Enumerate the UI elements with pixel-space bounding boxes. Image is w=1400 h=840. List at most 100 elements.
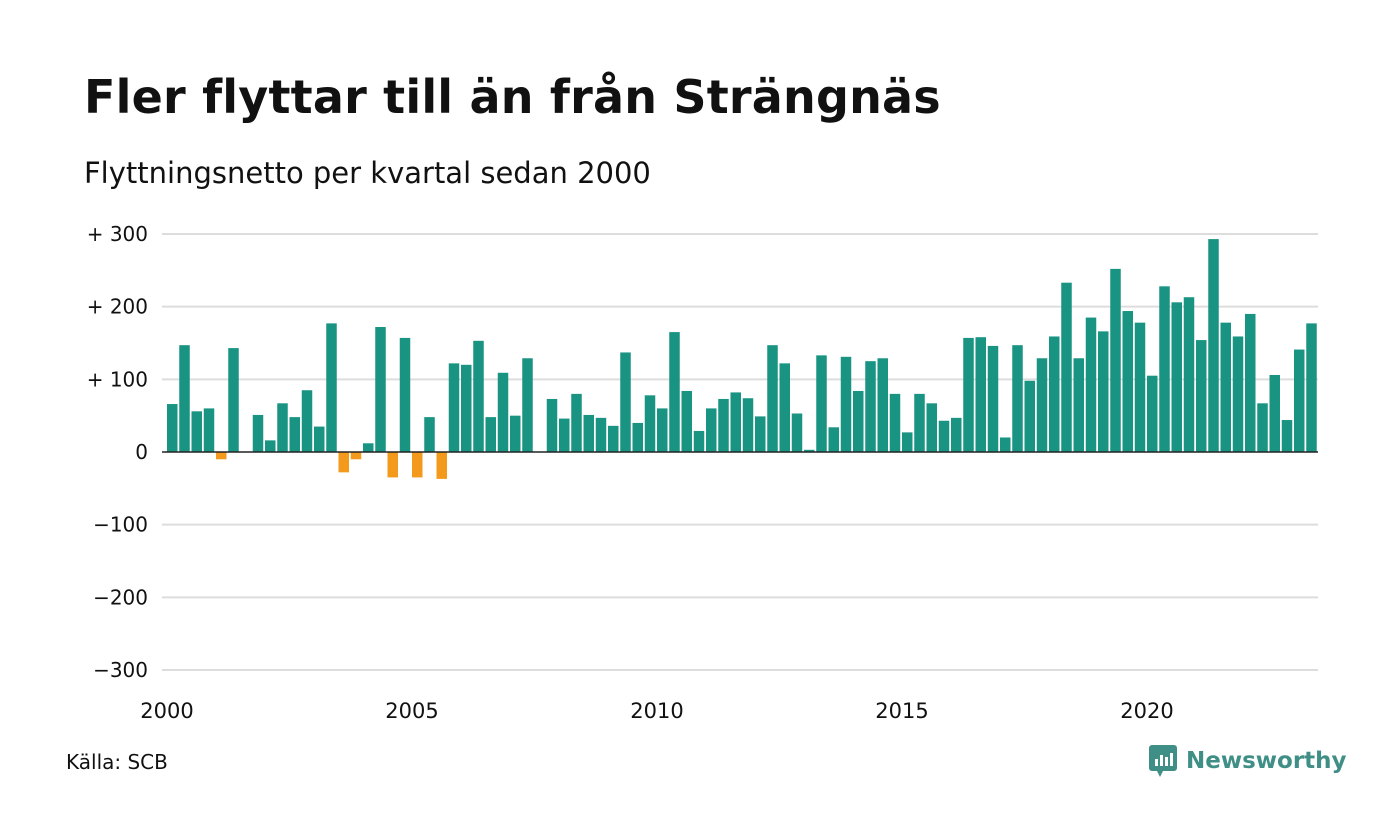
- bar: [865, 361, 876, 452]
- bar: [791, 413, 803, 452]
- bar: [951, 417, 962, 452]
- bar: [767, 345, 778, 452]
- y-tick-label: −200: [93, 585, 148, 609]
- bar: [448, 363, 460, 452]
- bar: [216, 452, 227, 460]
- brand-name: Newsworthy: [1186, 748, 1347, 774]
- bar: [938, 420, 950, 452]
- bar: [571, 393, 582, 452]
- bar: [828, 427, 839, 452]
- bar: [816, 355, 827, 452]
- bar: [436, 452, 447, 479]
- bar: [730, 392, 741, 452]
- bar: [412, 452, 423, 478]
- bar: [289, 417, 300, 452]
- bar: [755, 416, 766, 452]
- bar: [1049, 336, 1060, 452]
- bar: [1257, 403, 1268, 452]
- bar: [583, 414, 594, 452]
- bar: [1012, 345, 1023, 452]
- bar: [987, 345, 999, 452]
- x-tick-label: 2005: [385, 699, 438, 723]
- bar: [559, 418, 570, 452]
- bar: [889, 393, 901, 452]
- bar: [1159, 286, 1170, 452]
- bar: [1245, 313, 1256, 452]
- page-subtitle: Flyttningsnetto per kvartal sedan 2000: [84, 156, 651, 190]
- bar: [1000, 437, 1011, 452]
- page-title: Fler flyttar till än från Strängnäs: [84, 70, 941, 124]
- y-tick-label: −100: [93, 513, 148, 537]
- y-tick-label: + 200: [87, 295, 148, 319]
- bar: [853, 390, 864, 452]
- bar: [804, 449, 815, 452]
- bar: [681, 390, 692, 452]
- bar: [387, 452, 398, 478]
- brand-logo: Newsworthy: [1148, 744, 1347, 778]
- bar: [350, 452, 362, 460]
- bar: [399, 337, 411, 452]
- bars: [167, 239, 1317, 479]
- bar: [669, 332, 680, 452]
- bar: [877, 358, 888, 452]
- x-axis-labels: 2000 2005 2010 2015 2020: [140, 699, 1173, 723]
- bar: [326, 323, 337, 452]
- bar: [718, 398, 729, 452]
- bar: [706, 408, 717, 452]
- bar: [1269, 374, 1280, 452]
- bar: [1085, 317, 1097, 452]
- bar: [608, 425, 619, 452]
- bar: [228, 348, 239, 452]
- bar: [167, 404, 178, 452]
- bar: [338, 452, 349, 473]
- bar: [314, 426, 325, 452]
- bar: [1306, 323, 1317, 452]
- x-tick-label: 2015: [875, 699, 928, 723]
- bar: [1122, 311, 1133, 452]
- bar: [1024, 380, 1035, 452]
- bar: [742, 398, 754, 452]
- bar: [595, 417, 607, 452]
- bar: [191, 411, 202, 452]
- newsworthy-logo-icon: [1149, 745, 1177, 777]
- x-tick-label: 2000: [140, 699, 193, 723]
- bar: [1232, 336, 1244, 452]
- bar: [203, 408, 215, 452]
- bar: [301, 390, 313, 452]
- bar: [497, 372, 509, 452]
- bar: [363, 443, 374, 452]
- bar: [926, 403, 937, 452]
- bar: [1294, 349, 1305, 452]
- x-tick-label: 2020: [1120, 699, 1173, 723]
- bar: [1171, 302, 1182, 452]
- bar: [1281, 420, 1293, 452]
- bar: [914, 393, 925, 452]
- bar: [1036, 358, 1048, 452]
- bar: [1208, 239, 1219, 452]
- bar: [546, 398, 558, 452]
- bar: [1147, 375, 1158, 452]
- bar: [1220, 322, 1231, 452]
- bar: [644, 395, 656, 452]
- bar: [1073, 358, 1084, 452]
- bar: [424, 417, 435, 452]
- bar: [1196, 340, 1207, 452]
- bar: [522, 358, 533, 452]
- bar: [963, 337, 974, 452]
- bar: [277, 403, 288, 452]
- bar: [1110, 268, 1121, 452]
- source-note: Källa: SCB: [66, 750, 168, 774]
- bar: [902, 432, 913, 452]
- x-tick-label: 2010: [630, 699, 683, 723]
- bar: [1183, 297, 1195, 452]
- bar: [461, 364, 472, 452]
- bar: [510, 415, 521, 452]
- bar: [1098, 331, 1109, 452]
- bar: [179, 345, 190, 452]
- bar: [840, 356, 852, 452]
- bar: [1134, 322, 1146, 452]
- bar: [375, 327, 386, 452]
- bar: [693, 430, 705, 452]
- y-axis-labels: + 300 + 200 + 100 0 −100 −200 −300: [87, 222, 148, 682]
- bar: [657, 408, 668, 452]
